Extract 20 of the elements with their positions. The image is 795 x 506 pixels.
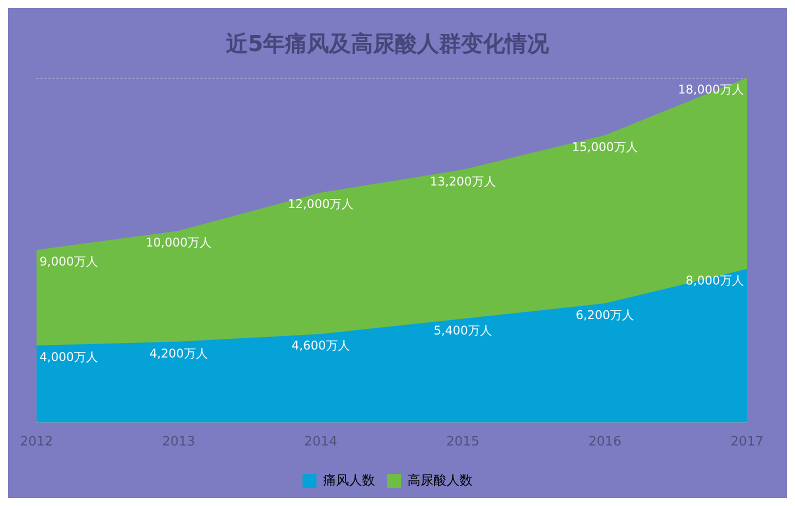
x-tick-label: 2013 — [162, 434, 196, 450]
data-label: 4,600万人 — [292, 338, 350, 353]
x-tick-label: 2012 — [20, 434, 54, 450]
x-tick-label: 2014 — [304, 434, 338, 450]
data-label: 12,000万人 — [288, 197, 354, 212]
data-label: 13,200万人 — [430, 174, 496, 188]
chart-title: 近5年痛风及高尿酸人群变化情况 — [224, 30, 550, 57]
x-tick-label: 2016 — [588, 434, 622, 450]
legend-label: 痛风人数 — [323, 473, 375, 488]
data-label: 9,000万人 — [40, 254, 98, 269]
x-tick-label: 2017 — [730, 434, 764, 450]
data-label: 4,200万人 — [149, 346, 208, 360]
x-tick-label: 2015 — [446, 434, 480, 450]
data-label: 18,000万人 — [678, 82, 744, 97]
data-label: 6,200万人 — [576, 308, 634, 322]
data-label: 4,000万人 — [40, 350, 98, 364]
legend-label: 高尿酸人数 — [408, 472, 472, 488]
data-label: 5,400万人 — [434, 323, 492, 338]
data-label: 10,000万人 — [146, 235, 212, 250]
data-label: 15,000万人 — [572, 140, 638, 154]
